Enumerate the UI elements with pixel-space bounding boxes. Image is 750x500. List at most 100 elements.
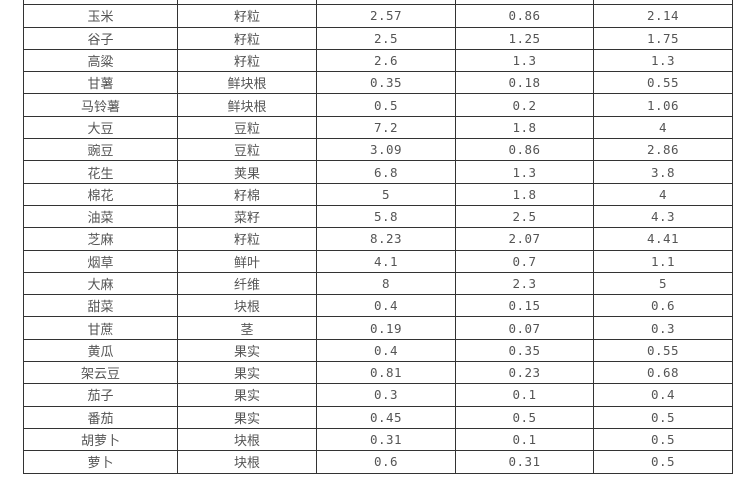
harvest-part-cell: 籽粒 [177, 4, 317, 28]
table-row: 烟草 鲜叶 4.1 0.7 1.1 [23, 249, 733, 273]
table-row: 萝卜 块根 0.6 0.31 0.5 [23, 450, 733, 474]
value-cell-1: 5 [316, 182, 456, 206]
value-cell-2: 0.23 [455, 361, 594, 385]
value-cell-1: 8 [316, 271, 456, 296]
crop-nutrient-table: 玉米 籽粒 2.57 0.86 2.14 谷子 籽粒 2.5 1.25 1.75 高粱 籽粒 2.6 1.… [23, 0, 733, 474]
harvest-part-cell: 鲜叶 [177, 249, 317, 273]
table-row: 花生 荚果 6.8 1.3 3.8 [23, 160, 733, 184]
harvest-part-cell: 块根 [177, 450, 317, 474]
value-cell-3: 0.6 [593, 294, 733, 318]
value-cell-3: 2.14 [593, 4, 733, 28]
table-row: 黄瓜 果实 0.4 0.35 0.55 [23, 338, 733, 363]
table-row: 高粱 籽粒 2.6 1.3 1.3 [23, 48, 733, 73]
harvest-part-cell: 块根 [177, 427, 317, 452]
value-cell-3: 2.86 [593, 138, 733, 162]
value-cell-2: 0.86 [455, 138, 594, 162]
harvest-part-cell: 荚果 [177, 160, 317, 184]
crop-name-cell: 玉米 [23, 4, 178, 28]
value-cell-3: 0.4 [593, 383, 733, 407]
crop-name-cell: 胡萝卜 [23, 427, 178, 452]
value-cell-3: 0.68 [593, 361, 733, 385]
crop-name-cell: 谷子 [23, 26, 178, 50]
value-cell-2: 0.07 [455, 316, 594, 340]
value-cell-3: 0.5 [593, 427, 733, 452]
table-row: 架云豆 果实 0.81 0.23 0.68 [23, 361, 733, 385]
value-cell-3: 4.41 [593, 227, 733, 251]
table-row: 玉米 籽粒 2.57 0.86 2.14 [23, 4, 733, 28]
crop-name-cell: 豌豆 [23, 138, 178, 162]
harvest-part-cell: 茎 [177, 316, 317, 340]
table-row: 甘薯 鲜块根 0.35 0.18 0.55 [23, 71, 733, 95]
value-cell-2: 2.5 [455, 204, 594, 229]
harvest-part-cell: 纤维 [177, 271, 317, 296]
value-cell-2: 2.3 [455, 271, 594, 296]
value-cell-1: 0.4 [316, 338, 456, 363]
crop-name-cell: 大麻 [23, 271, 178, 296]
harvest-part-cell: 籽粒 [177, 26, 317, 50]
value-cell-1: 3.09 [316, 138, 456, 162]
value-cell-1: 5.8 [316, 204, 456, 229]
harvest-part-cell: 籽棉 [177, 182, 317, 206]
value-cell-1: 2.57 [316, 4, 456, 28]
value-cell-2: 0.31 [455, 450, 594, 474]
table-row: 甘蔗茎 0.19 0.07 0.3 [23, 316, 733, 340]
value-cell-2: 0.86 [455, 4, 594, 28]
value-cell-1: 0.5 [316, 93, 456, 117]
value-cell-2: 0.2 [455, 93, 594, 117]
harvest-part-cell: 块根 [177, 294, 317, 318]
value-cell-3: 5 [593, 271, 733, 296]
value-cell-1: 0.81 [316, 361, 456, 385]
table-row: 甜菜 块根 0.4 0.15 0.6 [23, 294, 733, 318]
value-cell-1: 0.19 [316, 316, 456, 340]
harvest-part-cell: 籽粒 [177, 227, 317, 251]
value-cell-1: 2.6 [316, 48, 456, 73]
harvest-part-cell: 鲜块根 [177, 93, 317, 117]
value-cell-1: 0.3 [316, 383, 456, 407]
harvest-part-cell: 菜籽 [177, 204, 317, 229]
harvest-part-cell: 果实 [177, 338, 317, 363]
value-cell-2: 1.25 [455, 26, 594, 50]
value-cell-1: 8.23 [316, 227, 456, 251]
value-cell-3: 0.5 [593, 405, 733, 429]
value-cell-3: 1.06 [593, 93, 733, 117]
value-cell-2: 0.7 [455, 249, 594, 273]
value-cell-1: 6.8 [316, 160, 456, 184]
value-cell-1: 2.5 [316, 26, 456, 50]
harvest-part-cell: 果实 [177, 405, 317, 429]
value-cell-2: 1.3 [455, 48, 594, 73]
value-cell-1: 0.4 [316, 294, 456, 318]
value-cell-3: 0.55 [593, 71, 733, 95]
harvest-part-cell: 豆粒 [177, 138, 317, 162]
value-cell-3: 4 [593, 115, 733, 140]
crop-name-cell: 高粱 [23, 48, 178, 73]
table-row: 茄子 果实 0.3 0.1 0.4 [23, 383, 733, 407]
table-row: 番茄 果实 0.45 0.5 0.5 [23, 405, 733, 429]
value-cell-3: 3.8 [593, 160, 733, 184]
crop-name-cell: 芝麻 [23, 227, 178, 251]
value-cell-3: 1.1 [593, 249, 733, 273]
value-cell-1: 0.31 [316, 427, 456, 452]
table-row: 芝麻 籽粒 8.23 2.07 4.41 [23, 227, 733, 251]
table-row: 油菜 菜籽 5.8 2.5 4.3 [23, 204, 733, 229]
value-cell-3: 4 [593, 182, 733, 206]
table-row: 马铃薯 鲜块根 0.5 0.2 1.06 [23, 93, 733, 117]
crop-name-cell: 甘薯 [23, 71, 178, 95]
value-cell-3: 1.75 [593, 26, 733, 50]
value-cell-3: 1.3 [593, 48, 733, 73]
table-row: 棉花 籽棉 5 1.8 4 [23, 182, 733, 206]
value-cell-1: 7.2 [316, 115, 456, 140]
value-cell-1: 0.45 [316, 405, 456, 429]
crop-name-cell: 番茄 [23, 405, 178, 429]
value-cell-1: 4.1 [316, 249, 456, 273]
crop-name-cell: 棉花 [23, 182, 178, 206]
crop-name-cell: 大豆 [23, 115, 178, 140]
crop-name-cell: 马铃薯 [23, 93, 178, 117]
crop-name-cell: 油菜 [23, 204, 178, 229]
harvest-part-cell: 籽粒 [177, 48, 317, 73]
value-cell-1: 0.35 [316, 71, 456, 95]
value-cell-2: 0.1 [455, 383, 594, 407]
table-row: 谷子 籽粒 2.5 1.25 1.75 [23, 26, 733, 50]
value-cell-2: 0.15 [455, 294, 594, 318]
crop-name-cell: 架云豆 [23, 361, 178, 385]
table-row: 豌豆 豆粒 3.09 0.86 2.86 [23, 138, 733, 162]
